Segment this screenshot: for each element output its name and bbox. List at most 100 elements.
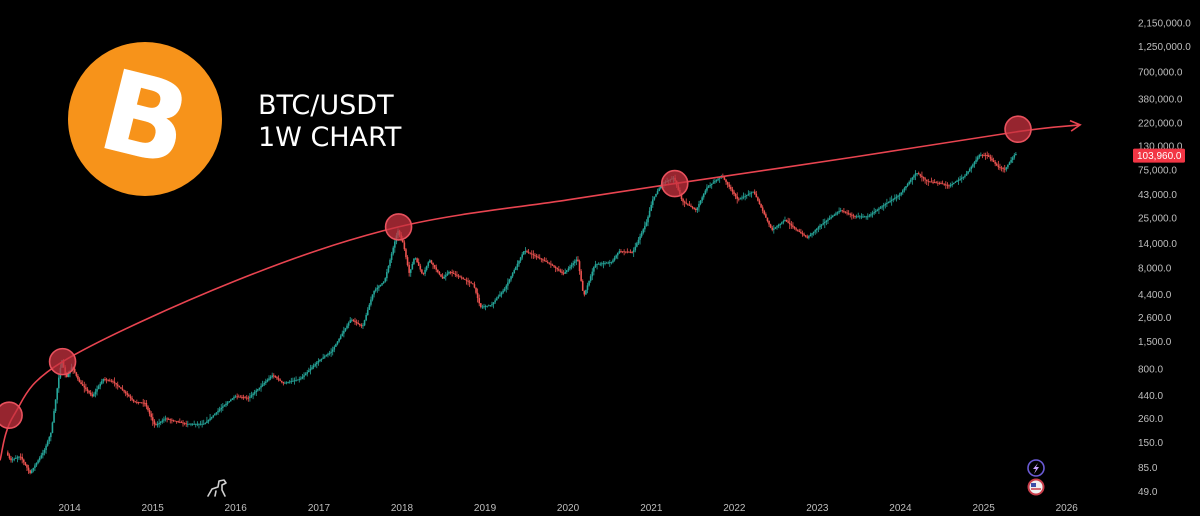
lightning-icon[interactable] [1027, 459, 1045, 477]
candle [113, 377, 116, 387]
candle [892, 198, 895, 203]
candle [136, 399, 138, 405]
candle-body [137, 402, 140, 403]
candle-body [86, 389, 89, 391]
candle-body [943, 183, 946, 185]
candle-body [7, 452, 9, 456]
candle [492, 302, 495, 309]
candle [758, 198, 761, 205]
candle-body [440, 274, 442, 277]
candle-body [492, 302, 495, 305]
candle [894, 194, 896, 201]
candle [223, 404, 226, 407]
candle [271, 372, 273, 379]
price-tick-label: 25,000.0 [1138, 214, 1177, 225]
candle-body [449, 272, 452, 273]
candle [48, 435, 51, 445]
candle-body [903, 188, 906, 191]
candle-body [601, 263, 603, 265]
time-tick-label: 2021 [640, 503, 663, 514]
candle-body [13, 458, 16, 460]
candle-body [99, 383, 102, 387]
candle [765, 212, 767, 218]
candle [339, 334, 342, 340]
candle-body [607, 262, 610, 264]
candle [468, 279, 471, 288]
candle-body [225, 403, 227, 406]
candle [881, 205, 883, 210]
price-tick-label: 8,000.0 [1138, 264, 1172, 275]
candle-body [379, 284, 382, 287]
candle-body [464, 279, 466, 280]
candle-body [626, 251, 629, 253]
candle-body [202, 423, 205, 425]
candle [798, 228, 801, 233]
candle-body [892, 198, 895, 200]
candle [42, 449, 44, 459]
candle [104, 376, 106, 382]
candle-body [19, 456, 22, 458]
candle-body [970, 166, 973, 170]
candle [27, 464, 30, 474]
candle-body [976, 157, 979, 160]
candle [874, 208, 877, 214]
candle-body [8, 455, 11, 459]
candle-body [317, 361, 320, 363]
candle-body [271, 375, 273, 377]
candle [847, 210, 850, 216]
candle-body [819, 225, 821, 228]
candle [335, 343, 337, 347]
candle [16, 455, 19, 463]
candle [766, 217, 769, 223]
candle-body [366, 309, 369, 316]
candle-body [261, 384, 264, 387]
candle [863, 215, 866, 218]
candle-body [984, 155, 987, 156]
price-tick-label: 130,000.0 [1138, 141, 1183, 152]
candle-body [88, 390, 90, 393]
candle [465, 277, 468, 285]
candle [427, 261, 430, 269]
candle [487, 304, 490, 307]
candle [706, 184, 708, 193]
candle-body [656, 191, 659, 194]
candle [567, 266, 570, 272]
candle-body [249, 396, 251, 398]
candle-body [774, 227, 777, 229]
candle [341, 330, 344, 337]
candle [456, 271, 458, 278]
candle-body [406, 257, 409, 266]
candle-body [427, 262, 430, 267]
flag-icon[interactable] [1027, 478, 1045, 496]
candle-body [416, 258, 418, 263]
candle [980, 152, 982, 157]
candle-body [172, 420, 175, 421]
candle [255, 388, 258, 396]
candle [306, 369, 309, 377]
candle-body [38, 457, 41, 461]
candle [150, 411, 152, 421]
candle [217, 408, 219, 416]
price-axis: 49.0 85.0 150.0 260.0 440.0 800.0 1,500.0 2,600… [1138, 18, 1191, 498]
candle-body [808, 236, 810, 238]
candle [608, 259, 611, 267]
candle-body [715, 179, 718, 182]
candle-body [889, 200, 891, 202]
candle [231, 397, 234, 401]
candle-body [370, 299, 372, 305]
candle-body [1005, 167, 1008, 170]
candle-body [572, 263, 574, 265]
candle-body [451, 272, 453, 274]
candle-body [169, 419, 172, 421]
candle-body [226, 402, 229, 404]
candle-body [924, 178, 926, 180]
candle [470, 281, 473, 284]
candle [865, 215, 867, 220]
candle-body [822, 223, 824, 225]
candle-body [604, 263, 606, 264]
candle-body [771, 227, 774, 230]
candle [983, 152, 985, 157]
candle [524, 247, 527, 255]
candle-body [296, 379, 299, 381]
candle-body [632, 250, 635, 253]
